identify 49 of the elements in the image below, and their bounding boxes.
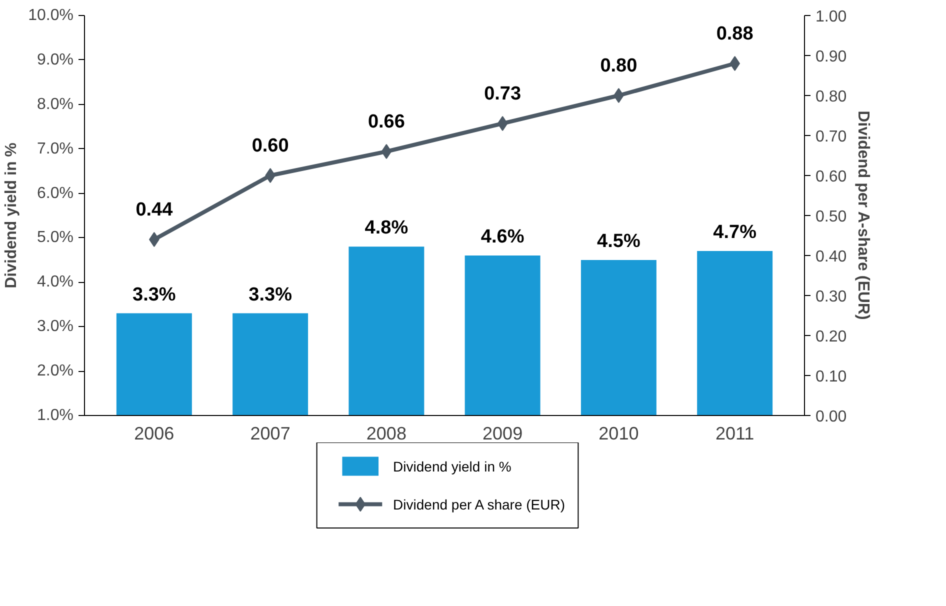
data-label: 4.7% bbox=[713, 222, 757, 244]
y2-tick-label: 0.00 bbox=[816, 408, 847, 426]
point bbox=[497, 116, 508, 131]
data-label: 0.80 bbox=[600, 56, 638, 76]
y-tick-label: 10.0% bbox=[28, 7, 74, 24]
y-tick-label: 9.0% bbox=[37, 51, 74, 68]
y2-tick-label: 0.90 bbox=[816, 48, 847, 66]
y-tick-label: 3.0% bbox=[37, 318, 74, 336]
y-tick-label: 5.0% bbox=[37, 229, 74, 246]
y-tick-label: 4.0% bbox=[37, 274, 74, 291]
point bbox=[265, 168, 276, 183]
y2-tick-label: 0.60 bbox=[816, 168, 847, 186]
x-tick-label: 2006 bbox=[134, 424, 174, 444]
y-tick-label: 8.0% bbox=[37, 96, 74, 113]
y-tick-label: 2.0% bbox=[37, 362, 74, 380]
point bbox=[381, 144, 392, 159]
y2-axis-title: Dividend per A-share (EUR) bbox=[854, 110, 872, 320]
data-label: 0.66 bbox=[368, 112, 405, 132]
data-label: 4.6% bbox=[480, 226, 524, 248]
data-label: 0.88 bbox=[716, 24, 754, 44]
x-tick-label: 2009 bbox=[482, 424, 523, 444]
data-label: 0.60 bbox=[252, 136, 289, 156]
y-tick-label: 1.0% bbox=[37, 407, 74, 424]
x-tick-label: 2011 bbox=[715, 424, 754, 444]
data-label: 3.3% bbox=[132, 284, 176, 306]
legend-label: Dividend yield in % bbox=[393, 458, 512, 474]
legend-label: Dividend per A share (EUR) bbox=[393, 496, 566, 512]
data-label: 3.3% bbox=[248, 284, 292, 306]
data-label: 0.73 bbox=[484, 84, 522, 104]
data-label: 4.5% bbox=[597, 230, 640, 252]
y2-tick-label: 0.30 bbox=[816, 288, 847, 306]
data-label: 4.8% bbox=[364, 218, 408, 239]
y2-tick-label: 0.70 bbox=[816, 128, 847, 146]
x-tick-label: 2010 bbox=[598, 424, 639, 444]
y2-tick-label: 0.20 bbox=[816, 328, 847, 346]
point bbox=[149, 232, 160, 247]
x-tick-label: 2007 bbox=[250, 424, 290, 444]
y2-tick-label: 0.80 bbox=[816, 88, 847, 106]
y2-tick-label: 0.10 bbox=[816, 368, 847, 386]
data-label: 0.44 bbox=[136, 200, 174, 220]
y2-tick-label: 1.00 bbox=[816, 8, 847, 26]
y2-tick-label: 0.50 bbox=[816, 208, 847, 226]
point bbox=[730, 56, 740, 71]
y2-tick-label: 0.40 bbox=[816, 248, 847, 266]
y-tick-label: 7.0% bbox=[37, 140, 74, 158]
x-tick-label: 2008 bbox=[366, 424, 406, 444]
y-axis-title: Dividend yield in % bbox=[3, 142, 20, 288]
point bbox=[614, 88, 624, 103]
y-tick-label: 6.0% bbox=[37, 184, 74, 202]
